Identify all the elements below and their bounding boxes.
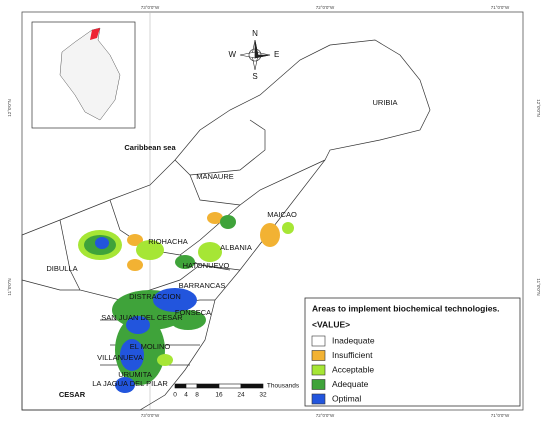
- place-label: DISTRACCION: [129, 292, 181, 301]
- scale-segment: [196, 383, 220, 389]
- legend-swatch: [311, 350, 326, 361]
- legend-header: <VALUE>: [312, 319, 350, 329]
- coord-label: 73°0'0"W: [141, 413, 160, 418]
- area: [175, 255, 195, 269]
- area: [120, 339, 144, 371]
- area: [95, 237, 109, 249]
- area: [157, 354, 173, 366]
- scale-segment: [174, 383, 187, 389]
- legend-swatch: [311, 335, 326, 347]
- compass-s: S: [252, 72, 257, 81]
- scale-label: 8: [195, 392, 199, 399]
- place-label: VILLANUEVA: [97, 353, 143, 362]
- legend-label: Insufficient: [332, 350, 373, 360]
- sea-label: Caribbean sea: [124, 143, 176, 152]
- scale-label: 32: [259, 392, 267, 399]
- coord-label: 12°0'0"N: [7, 99, 12, 117]
- coord-label: 11°0'0"N: [536, 278, 541, 295]
- legend-swatch: [311, 364, 326, 376]
- scale-segment: [218, 383, 242, 389]
- scale-unit: Thousands: [267, 383, 300, 390]
- area: [282, 222, 294, 234]
- legend-label: Adequate: [332, 379, 369, 389]
- place-label: RIOHACHA: [148, 237, 188, 246]
- area: [260, 223, 280, 247]
- coord-label: 11°0'0"N: [7, 278, 12, 295]
- place-label: BARRANCAS: [179, 281, 226, 290]
- legend-label: Acceptable: [332, 364, 374, 374]
- area: [126, 316, 150, 334]
- coord-label: 12°0'0"N: [536, 99, 541, 117]
- place-label: ALBANIA: [220, 243, 252, 252]
- area: [170, 310, 206, 330]
- place-label: LA JAGUA DEL PILAR: [92, 379, 168, 388]
- place-label: MANAURE: [196, 172, 234, 181]
- place-label: SAN JUAN DEL CESAR: [101, 313, 183, 322]
- compass: [239, 39, 271, 71]
- compass-e: E: [274, 50, 279, 59]
- place-label: URIBIA: [372, 98, 397, 107]
- scale-label: 24: [237, 392, 245, 399]
- area: [220, 215, 236, 229]
- place-label: EL MOLINO: [130, 342, 171, 351]
- coord-label: 71°0'0"W: [491, 5, 510, 10]
- suitability-areas: [78, 212, 294, 393]
- legend-items: Inadequate Insufficient Acceptable Adequate…: [311, 335, 375, 405]
- scale-label: 16: [215, 392, 223, 399]
- area: [127, 259, 143, 271]
- area: [115, 377, 135, 393]
- place-label: DIBULLA: [46, 264, 77, 273]
- scale-label: 0: [173, 392, 177, 399]
- area: [136, 240, 164, 260]
- legend-swatch: [311, 379, 326, 390]
- area: [153, 288, 197, 312]
- area: [198, 242, 222, 262]
- coord-label: 71°0'0"W: [491, 413, 510, 418]
- inset-country: [59, 27, 121, 121]
- place-label: CESAR: [59, 390, 86, 399]
- scale-label: 4: [184, 392, 188, 399]
- scale-segment: [240, 383, 264, 389]
- legend-label: Optimal: [332, 393, 361, 403]
- compass-n: N: [252, 29, 258, 38]
- inset-highlight: [90, 28, 100, 40]
- legend-title: Areas to implement biochemical technolog…: [312, 303, 500, 313]
- area: [207, 212, 223, 224]
- legend-swatch: [311, 393, 326, 405]
- area: [127, 234, 143, 246]
- place-label: FONSECA: [175, 308, 211, 317]
- compass-w: W: [228, 50, 236, 59]
- coord-label: 73°0'0"W: [141, 5, 160, 10]
- place-label: MAICAO: [267, 210, 297, 219]
- coord-label: 72°0'0"W: [316, 413, 335, 418]
- place-label: HATONUEVO: [183, 261, 230, 270]
- coord-label: 72°0'0"W: [316, 5, 335, 10]
- scale-segment: [185, 383, 198, 389]
- place-label: URUMITA: [118, 370, 152, 379]
- legend-box: [304, 297, 521, 407]
- legend-label: Inadequate: [332, 335, 375, 345]
